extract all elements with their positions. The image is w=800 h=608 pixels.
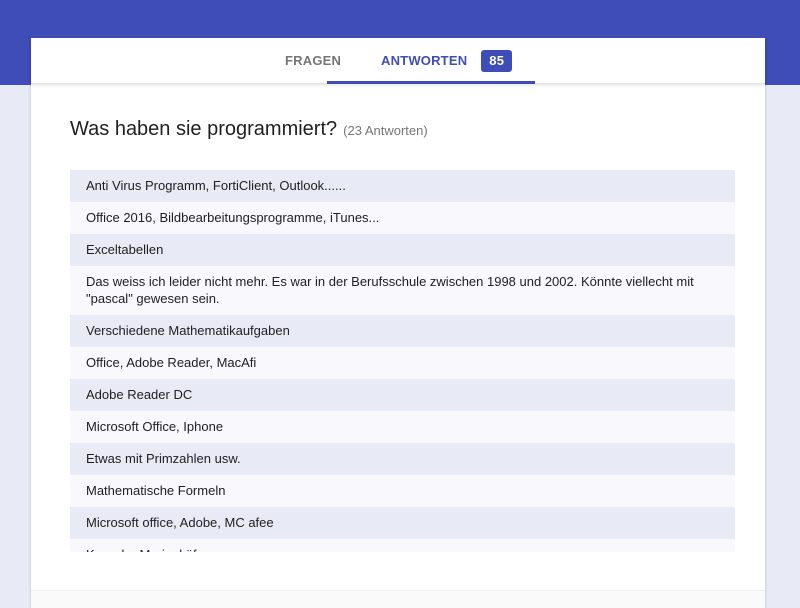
question-text: Was haben sie programmiert?: [70, 118, 338, 140]
response-count: (23 Antworten): [343, 123, 428, 138]
tab-bar: FRAGEN ANTWORTEN 85: [31, 38, 765, 84]
response-item: Kara der Marienkäfer: [70, 539, 735, 552]
response-item: Microsoft Office, Iphone: [70, 411, 735, 443]
response-item: Exceltabellen: [70, 234, 735, 266]
answers-count-badge: 85: [481, 50, 513, 72]
response-item: Mathematische Formeln: [70, 475, 735, 507]
form-card: FRAGEN ANTWORTEN 85 Was haben sie program…: [31, 38, 765, 608]
response-item: Anti Virus Programm, FortiClient, Outloo…: [70, 170, 735, 202]
response-item: Verschiedene Mathematikaufgaben: [70, 315, 735, 347]
tab-questions[interactable]: FRAGEN: [285, 53, 342, 68]
card-footer: [31, 590, 765, 608]
response-item: Das weiss ich leider nicht mehr. Es war …: [70, 266, 735, 315]
response-item: Microsoft office, Adobe, MC afee: [70, 507, 735, 539]
response-item: Adobe Reader DC: [70, 379, 735, 411]
response-item: Etwas mit Primzahlen usw.: [70, 443, 735, 475]
question-title: Was haben sie programmiert? (23 Antworten…: [70, 118, 428, 141]
tab-answers[interactable]: ANTWORTEN 85: [327, 38, 535, 84]
response-item: Office 2016, Bildbearbeitungsprogramme, …: [70, 202, 735, 234]
tab-answers-label: ANTWORTEN: [381, 53, 468, 68]
responses-list[interactable]: Anti Virus Programm, FortiClient, Outloo…: [70, 170, 735, 552]
response-item: Office, Adobe Reader, MacAfi: [70, 347, 735, 379]
